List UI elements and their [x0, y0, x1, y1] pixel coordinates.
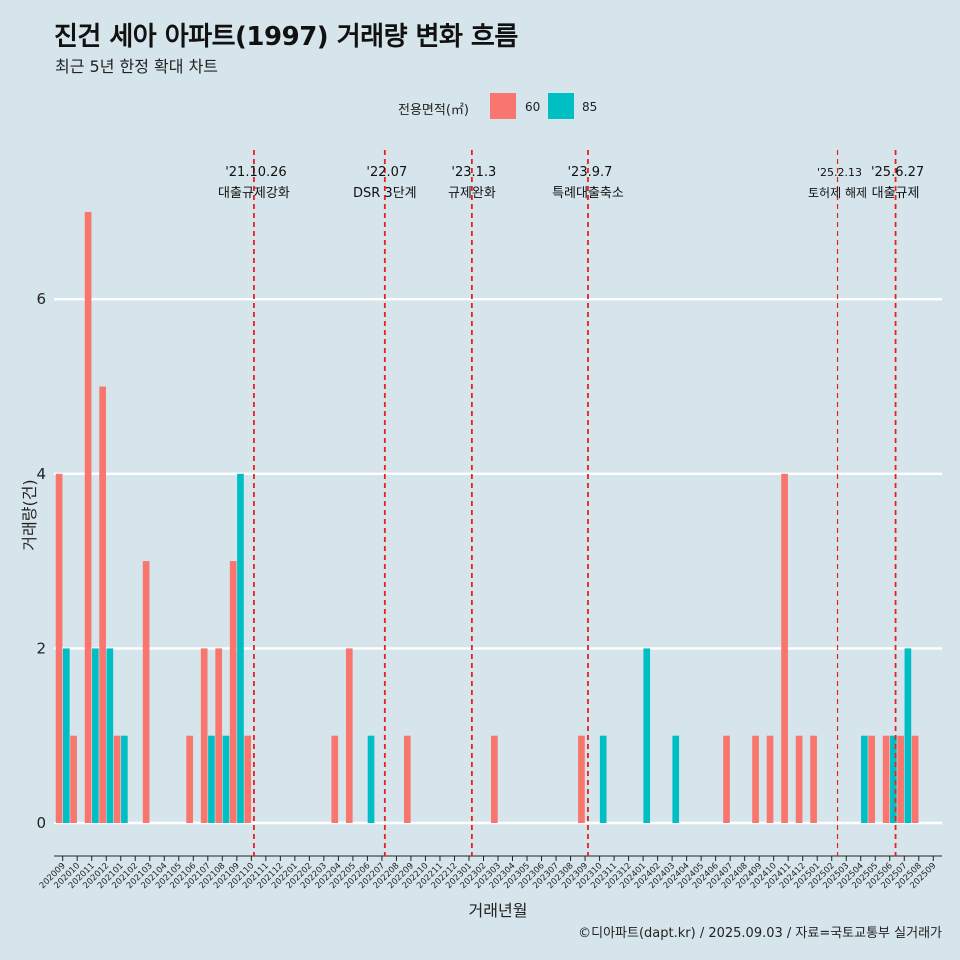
legend-key-85 — [548, 93, 574, 119]
bar-60-202109 — [229, 561, 237, 823]
event-date-0: '21.10.26 — [225, 165, 286, 180]
y-tick-label: 4 — [36, 465, 46, 483]
event-date-2: '23.1.3 — [451, 165, 496, 180]
event-label-0: 대출규제강화 — [218, 186, 290, 201]
bar-60-202309 — [578, 735, 585, 823]
bar-60-202110 — [244, 735, 252, 823]
event-label-3: 특례대출축소 — [552, 186, 624, 201]
bar-60-202303 — [491, 735, 498, 823]
bar-60-202506 — [882, 735, 890, 823]
bar-60-202011 — [84, 211, 92, 823]
bar-85-202107 — [208, 735, 215, 823]
bar-60-202407 — [723, 735, 730, 823]
bar-85-202009 — [62, 648, 70, 823]
chart-title: 진건 세아 아파트(1997) 거래량 변화 흐름 — [54, 22, 518, 52]
x-axis-label: 거래년월 — [468, 901, 528, 920]
event-date-3: '23.9.7 — [567, 165, 612, 180]
bar-60-202501 — [810, 735, 817, 823]
bar-60-202507 — [897, 735, 904, 823]
bar-60-202204 — [331, 735, 339, 823]
bar-60-202106 — [186, 735, 194, 823]
source-caption: ©디아파트(dapt.kr) / 2025.09.03 / 자료=국토교통부 실… — [578, 926, 942, 941]
event-date-4: '25.2.13 — [817, 166, 862, 179]
event-label-2: 규제완화 — [448, 186, 496, 201]
legend-label-85: 85 — [582, 100, 598, 114]
bar-60-202410 — [766, 735, 774, 823]
legend-title: 전용면적(㎡) — [398, 103, 469, 118]
bar-60-202205 — [345, 648, 353, 823]
legend: 전용면적(㎡) 60 85 — [0, 93, 960, 121]
y-tick-label: 6 — [36, 290, 46, 308]
bar-60-202412 — [795, 735, 803, 823]
bar-60-202108 — [215, 648, 223, 823]
event-label-1: DSR 3단계 — [353, 186, 417, 201]
bar-60-202505 — [868, 735, 875, 823]
bar-60-202009 — [55, 473, 63, 823]
bar-60-202409 — [752, 735, 759, 823]
y-axis-label: 거래량(건) — [20, 479, 39, 551]
bar-85-202506 — [890, 735, 897, 823]
bar-85-202504 — [861, 735, 868, 823]
bar-60-202107 — [200, 648, 208, 823]
event-label-5: 대출규제 — [872, 186, 920, 201]
chart-subtitle: 최근 5년 한정 확대 차트 — [55, 57, 219, 76]
bar-60-202411 — [781, 473, 788, 823]
bar-85-202012 — [106, 648, 114, 823]
bar-85-202310 — [599, 735, 607, 823]
bar-85-202507 — [904, 648, 912, 823]
y-tick-label: 2 — [36, 639, 46, 657]
legend-label-60: 60 — [525, 100, 541, 114]
event-date-1: '22.07 — [366, 165, 407, 180]
bar-85-202011 — [92, 648, 99, 823]
bar-60-202508 — [911, 735, 919, 823]
bar-60-202010 — [70, 735, 77, 823]
bar-60-202012 — [99, 386, 106, 823]
event-date-5: '25.6.27 — [871, 165, 924, 180]
bar-85-202401 — [643, 648, 651, 823]
bar-60-202209 — [403, 735, 411, 823]
legend-key-60 — [490, 93, 516, 119]
bar-85-202108 — [222, 735, 230, 823]
bar-60-202101 — [113, 735, 121, 823]
bar-85-202101 — [121, 735, 128, 823]
bar-85-202109 — [237, 473, 244, 823]
bar-85-202206 — [367, 735, 375, 823]
bar-60-202103 — [142, 561, 150, 823]
bar-85-202403 — [672, 735, 680, 823]
y-tick-label: 0 — [36, 814, 46, 832]
event-label-4: 토허제 해제 — [808, 186, 867, 200]
